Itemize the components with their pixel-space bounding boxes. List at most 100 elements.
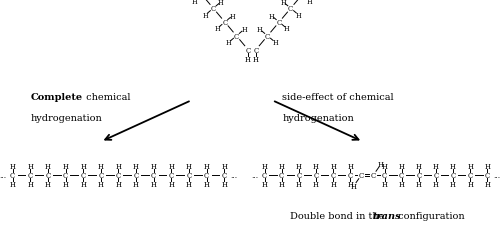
Text: H: H (62, 180, 69, 188)
Text: C: C (186, 171, 192, 179)
Text: H: H (45, 163, 51, 170)
Text: C: C (169, 171, 174, 179)
Text: C: C (382, 171, 387, 179)
Text: H: H (191, 0, 197, 6)
Text: C: C (204, 171, 209, 179)
Text: H: H (467, 180, 473, 188)
Text: C: C (468, 171, 473, 179)
Text: H: H (10, 163, 16, 170)
Text: H: H (399, 180, 405, 188)
Text: C: C (116, 171, 121, 179)
Text: C: C (254, 46, 259, 54)
Text: H: H (484, 180, 490, 188)
Text: H: H (221, 180, 227, 188)
Text: Double bond in the: Double bond in the (290, 211, 387, 220)
Text: H: H (433, 163, 439, 170)
Text: chemical: chemical (83, 93, 131, 102)
Text: C: C (262, 171, 267, 179)
Text: H: H (433, 180, 439, 188)
Text: H: H (10, 180, 16, 188)
Text: C: C (222, 19, 227, 27)
Text: H: H (133, 180, 139, 188)
Text: H: H (203, 12, 209, 19)
Text: H: H (347, 163, 353, 170)
Text: C: C (371, 171, 376, 179)
Text: H: H (272, 39, 278, 47)
Text: H: H (330, 163, 336, 170)
Text: H: H (279, 180, 285, 188)
Text: C: C (296, 171, 301, 179)
Text: H: H (221, 163, 227, 170)
Text: C: C (359, 171, 364, 179)
Text: C: C (211, 5, 216, 13)
Text: H: H (269, 13, 274, 21)
Text: H: H (253, 55, 259, 63)
Text: H: H (45, 180, 51, 188)
Text: H: H (27, 163, 33, 170)
Text: C: C (313, 171, 319, 179)
Text: H: H (450, 163, 456, 170)
Text: ...: ... (251, 171, 259, 179)
Text: H: H (296, 180, 302, 188)
Text: C: C (348, 171, 353, 179)
Text: H: H (151, 180, 157, 188)
Text: C: C (416, 171, 421, 179)
Text: C: C (28, 171, 33, 179)
Text: H: H (399, 163, 405, 170)
Text: H: H (284, 25, 290, 33)
Text: H: H (80, 180, 86, 188)
Text: C: C (245, 46, 250, 54)
Text: C: C (81, 171, 86, 179)
Text: H: H (80, 163, 86, 170)
Text: H: H (115, 163, 121, 170)
Text: H: H (295, 12, 301, 19)
Text: H: H (467, 163, 473, 170)
Text: configuration: configuration (395, 211, 464, 220)
Text: C: C (222, 171, 227, 179)
Text: H: H (230, 13, 235, 21)
Text: H: H (168, 163, 174, 170)
Text: C: C (288, 5, 293, 13)
Text: Complete: Complete (30, 93, 82, 102)
Text: H: H (168, 180, 174, 188)
Text: H: H (226, 39, 232, 47)
Text: C: C (10, 171, 15, 179)
Text: H: H (218, 0, 224, 7)
Text: H: H (378, 161, 384, 169)
Text: H: H (484, 163, 490, 170)
Text: H: H (98, 180, 104, 188)
Text: side-effect of chemical: side-effect of chemical (282, 93, 394, 102)
Text: trans: trans (373, 211, 402, 220)
Text: H: H (382, 180, 388, 188)
Text: ...: ... (493, 171, 500, 179)
Text: hydrogenation: hydrogenation (282, 113, 354, 123)
Text: H: H (151, 163, 157, 170)
Text: C: C (63, 171, 68, 179)
Text: H: H (450, 180, 456, 188)
Text: H: H (382, 163, 388, 170)
Text: H: H (330, 180, 336, 188)
Text: H: H (347, 180, 353, 188)
Text: H: H (62, 163, 69, 170)
Text: C: C (151, 171, 156, 179)
Text: H: H (204, 180, 210, 188)
Text: H: H (351, 182, 357, 190)
Text: H: H (133, 163, 139, 170)
Text: H: H (27, 180, 33, 188)
Text: H: H (186, 180, 192, 188)
Text: C: C (234, 33, 239, 41)
Text: H: H (214, 25, 220, 33)
Text: C: C (279, 171, 284, 179)
Text: H: H (280, 0, 286, 7)
Text: H: H (307, 0, 313, 6)
Text: H: H (257, 26, 263, 34)
Text: ...: ... (230, 171, 237, 179)
Text: C: C (277, 19, 282, 27)
Text: H: H (186, 163, 192, 170)
Text: C: C (45, 171, 50, 179)
Text: H: H (245, 55, 251, 63)
Text: H: H (262, 180, 268, 188)
Text: H: H (115, 180, 121, 188)
Text: H: H (416, 180, 422, 188)
Text: ...: ... (0, 171, 7, 179)
